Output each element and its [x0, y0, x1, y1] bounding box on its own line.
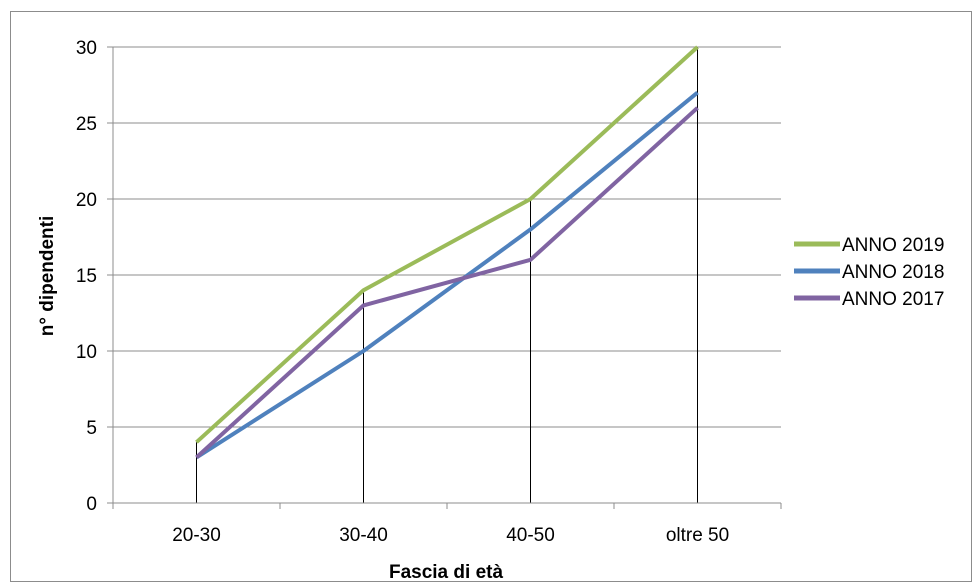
y-tick-label-15: 15 [76, 266, 97, 287]
legend: ANNO 2019 ANNO 2018 ANNO 2017 [794, 235, 944, 310]
y-tick-label-0: 0 [86, 494, 97, 515]
x-tick-label-40-50: 40-50 [506, 525, 555, 546]
legend-label-anno-2019: ANNO 2019 [842, 235, 944, 256]
y-tick-labels: 0 5 10 15 20 25 30 [76, 38, 97, 515]
series-line-anno-2018 [195, 91, 699, 460]
gridlines [113, 46, 781, 428]
series-lines [195, 45, 699, 460]
y-tick-label-20: 20 [76, 190, 97, 211]
series-line-anno-2019 [195, 45, 699, 444]
y-tick-label-25: 25 [76, 114, 97, 135]
drop-lines [196, 47, 698, 503]
axes [107, 46, 782, 509]
x-axis-title: Fascia di età [389, 562, 503, 583]
y-axis-title: n° dipendenti [37, 216, 58, 337]
chart-frame: 0 5 10 15 20 25 30 20-30 30-40 40-50 oltre 50 n° … [10, 11, 972, 583]
x-tick-label-30-40: 30-40 [339, 525, 388, 546]
series-line-anno-2017 [195, 106, 699, 459]
legend-label-anno-2018: ANNO 2018 [842, 262, 944, 283]
x-tick-labels: 20-30 30-40 40-50 oltre 50 [172, 525, 729, 546]
x-tick-label-20-30: 20-30 [172, 525, 221, 546]
x-tick-label-oltre 50: oltre 50 [666, 525, 729, 546]
legend-label-anno-2017: ANNO 2017 [842, 289, 944, 310]
y-tick-label-30: 30 [76, 38, 97, 59]
y-tick-label-10: 10 [76, 342, 97, 363]
y-tick-label-5: 5 [86, 418, 97, 439]
